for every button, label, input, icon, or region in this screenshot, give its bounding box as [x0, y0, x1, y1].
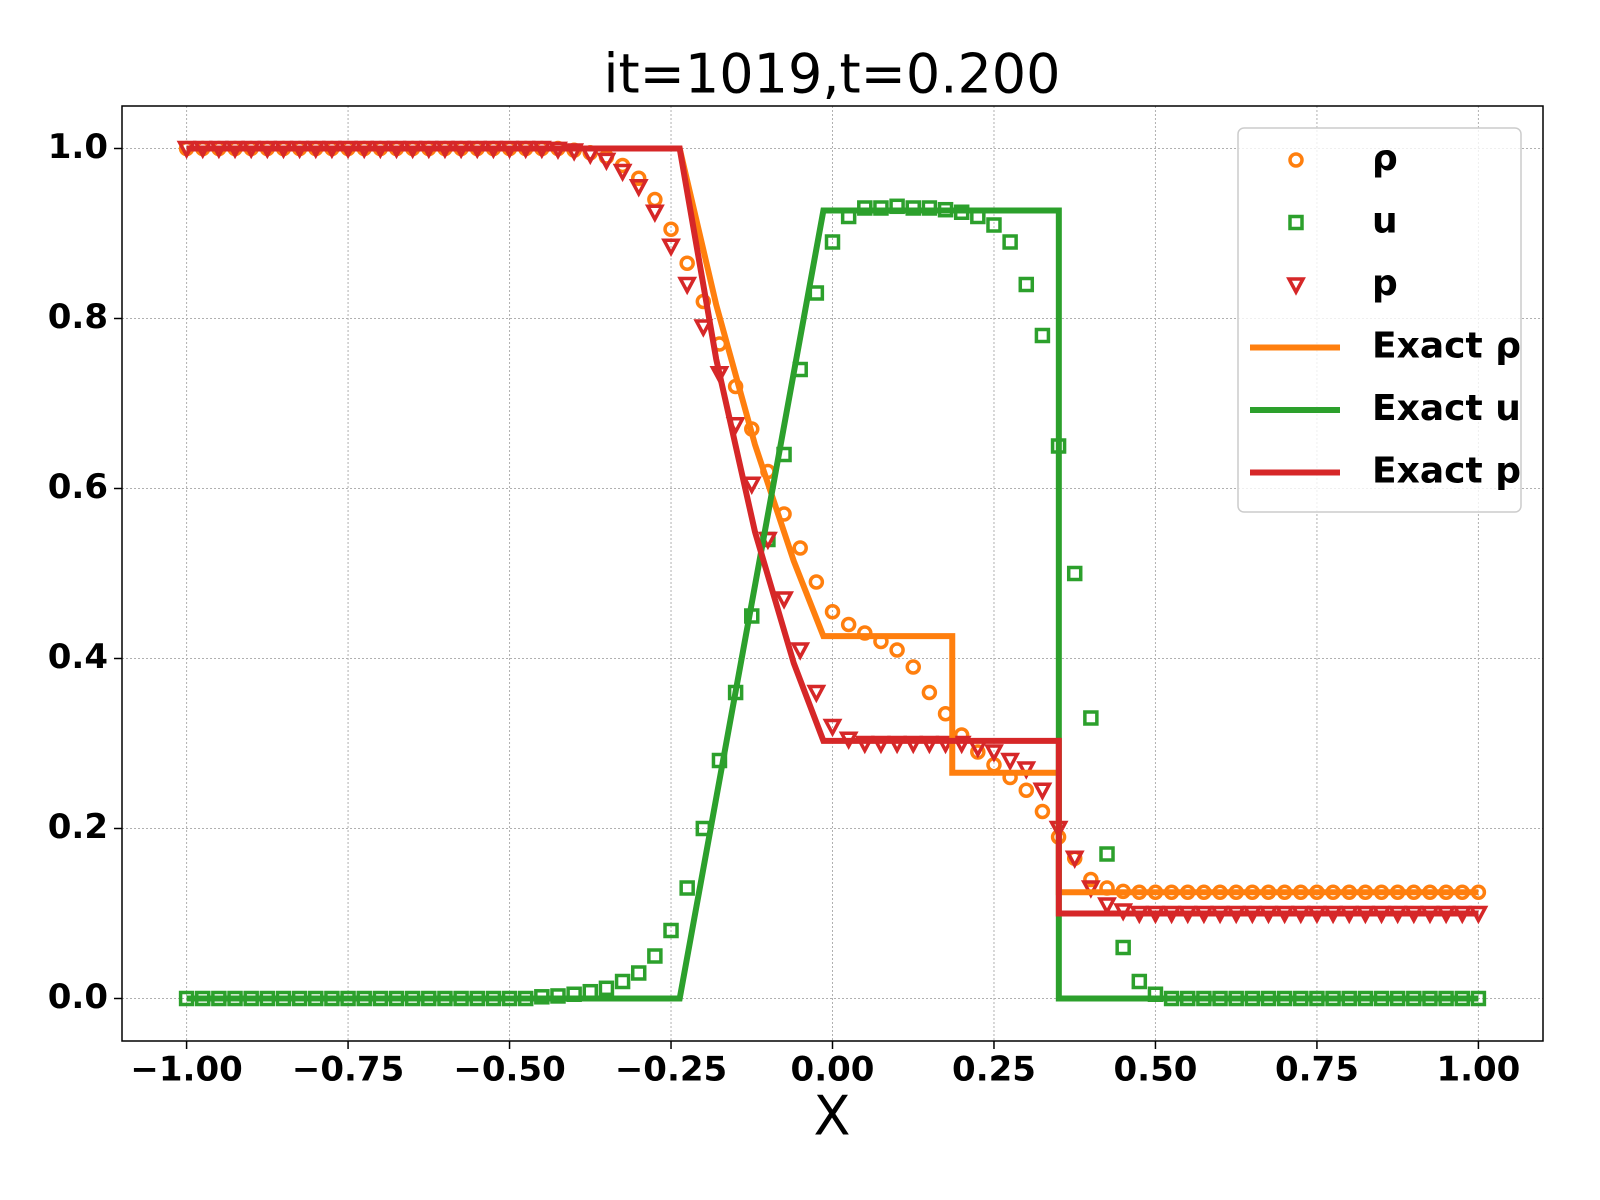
point — [1032, 782, 1053, 801]
y-tick-label: 0.4 — [48, 637, 108, 677]
legend-box — [1237, 127, 1522, 513]
point — [824, 604, 841, 620]
point — [1000, 752, 1021, 772]
point — [854, 735, 875, 755]
x-tick-label: −1.00 — [130, 1050, 242, 1090]
point — [614, 973, 631, 990]
x-tick-label: −0.50 — [453, 1050, 565, 1090]
point — [1034, 803, 1051, 820]
point — [647, 191, 663, 208]
point — [824, 234, 841, 250]
y-tick-label: 1.0 — [48, 127, 108, 167]
point — [1064, 850, 1085, 869]
legend-marker — [1286, 277, 1306, 296]
point — [806, 684, 827, 704]
point — [921, 684, 938, 701]
point — [951, 735, 972, 755]
point — [564, 143, 585, 162]
point — [677, 276, 698, 296]
legend: ρup Exact ρ Exact u Exact p — [1237, 127, 1522, 513]
point — [679, 255, 695, 271]
point — [693, 319, 714, 338]
point — [1034, 327, 1051, 344]
plot-area — [176, 140, 1489, 1007]
point — [1083, 710, 1099, 726]
y-tick-label: 0.2 — [48, 807, 108, 847]
point — [661, 238, 681, 257]
legend-marker — [1288, 152, 1304, 168]
point — [919, 735, 940, 755]
legend-label: p — [1372, 263, 1398, 304]
legend-label: Exact u — [1372, 388, 1521, 429]
legend-marker — [1288, 214, 1304, 231]
point — [871, 735, 891, 755]
chart-title: it=1019,t=0.200 — [603, 43, 1060, 106]
y-tick-label: 0.0 — [48, 977, 108, 1017]
y-tick-label: 0.8 — [48, 297, 108, 337]
point — [822, 718, 843, 738]
point — [935, 735, 956, 755]
point — [644, 204, 665, 223]
x-axis-label: X — [814, 1085, 851, 1148]
legend-label: ρ — [1372, 138, 1398, 179]
point — [1097, 897, 1117, 916]
x-tick-label: −0.75 — [292, 1050, 404, 1090]
point — [984, 744, 1004, 763]
point — [986, 217, 1002, 233]
point — [1018, 276, 1035, 293]
point — [1131, 973, 1148, 990]
x-tick-label: 0.75 — [1275, 1050, 1359, 1090]
point — [903, 735, 924, 755]
point — [1016, 761, 1037, 780]
legend-label: Exact ρ — [1372, 326, 1521, 367]
point — [741, 476, 762, 495]
point — [1083, 871, 1099, 888]
exact-line — [186, 145, 1479, 917]
point — [647, 948, 663, 964]
legend-label: Exact p — [1372, 451, 1521, 492]
point — [792, 540, 808, 556]
point — [663, 221, 679, 237]
point — [598, 980, 615, 997]
point — [808, 574, 825, 590]
point — [612, 163, 633, 183]
point — [889, 642, 905, 658]
point — [1080, 880, 1101, 899]
point — [774, 591, 794, 610]
y-tick-label: 0.6 — [48, 467, 108, 507]
point — [887, 735, 908, 755]
legend-label: u — [1372, 201, 1398, 242]
point — [679, 880, 695, 896]
x-tick-label: 0.00 — [791, 1050, 875, 1090]
point — [840, 616, 857, 633]
point — [1002, 234, 1018, 250]
point — [1115, 939, 1131, 956]
exact-line — [186, 207, 1479, 1002]
point — [663, 922, 679, 939]
point — [630, 965, 647, 981]
point — [790, 642, 811, 661]
x-tick-label: −0.25 — [615, 1050, 727, 1090]
x-tick-label: 1.00 — [1436, 1050, 1520, 1090]
x-tick-label: 0.25 — [952, 1050, 1036, 1090]
point — [628, 179, 649, 198]
point — [1018, 782, 1035, 798]
point — [905, 659, 921, 675]
x-tick-label: 0.50 — [1114, 1050, 1198, 1090]
point — [630, 170, 647, 186]
point — [1099, 846, 1115, 862]
point — [1066, 565, 1083, 582]
point — [596, 152, 617, 172]
